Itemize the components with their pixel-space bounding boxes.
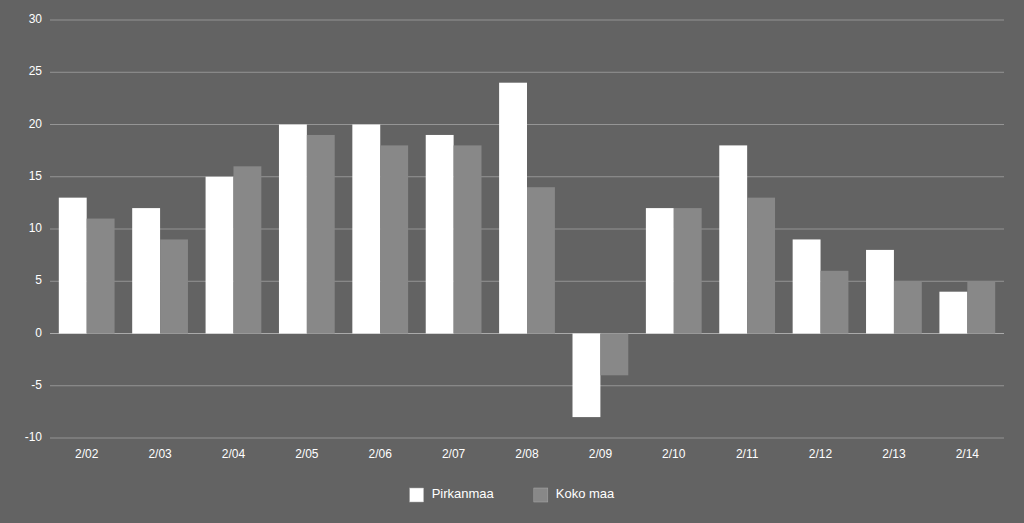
x-tick-label: 2/11 xyxy=(736,447,759,461)
bar xyxy=(454,145,482,333)
y-tick-label: 15 xyxy=(29,169,43,183)
x-tick-label: 2/04 xyxy=(222,447,246,461)
y-tick-label: 20 xyxy=(29,117,43,131)
legend-swatch xyxy=(410,488,424,502)
y-tick-label: 5 xyxy=(35,273,42,287)
x-tick-label: 2/07 xyxy=(442,447,466,461)
bar xyxy=(426,135,454,334)
x-tick-label: 2/08 xyxy=(515,447,539,461)
grid-line xyxy=(50,438,1004,439)
bar xyxy=(747,198,775,334)
grid xyxy=(50,20,1004,438)
bar xyxy=(967,281,995,333)
y-tick-label: 10 xyxy=(29,221,43,235)
bar xyxy=(572,334,600,418)
bar xyxy=(279,125,307,334)
legend-label: Koko maa xyxy=(556,486,615,501)
x-tick-label: 2/14 xyxy=(956,447,980,461)
y-tick-label: 30 xyxy=(29,12,43,26)
bar xyxy=(307,135,335,334)
bar xyxy=(719,145,747,333)
y-tick-label: -10 xyxy=(25,430,43,444)
y-tick-label: -5 xyxy=(31,378,42,392)
bar xyxy=(233,166,261,333)
grid-line xyxy=(50,20,1004,21)
x-tick-label: 2/06 xyxy=(369,447,393,461)
x-tick-label: 2/12 xyxy=(809,447,833,461)
bar xyxy=(132,208,160,333)
bar xyxy=(939,292,967,334)
bar xyxy=(646,208,674,333)
bar xyxy=(352,125,380,334)
x-tick-label: 2/13 xyxy=(882,447,906,461)
bar xyxy=(59,198,87,334)
x-tick-label: 2/09 xyxy=(589,447,613,461)
legend: Pirkanmaa Koko maa xyxy=(410,486,615,502)
bar xyxy=(821,271,849,334)
x-tick-label: 2/02 xyxy=(75,447,99,461)
x-tick-label: 2/03 xyxy=(148,447,172,461)
bar xyxy=(499,83,527,334)
bar xyxy=(527,187,555,333)
x-tick-label: 2/10 xyxy=(662,447,686,461)
bar xyxy=(894,281,922,333)
y-tick-label: 0 xyxy=(35,326,42,340)
bar xyxy=(160,239,188,333)
bar xyxy=(866,250,894,334)
legend-swatch xyxy=(534,488,548,502)
bar xyxy=(380,145,408,333)
grid-line xyxy=(50,385,1004,386)
chart: -10 -5 0 5 10 15 20 25 30 2/02 2/03 2/04 2/05 2/06 2/0… xyxy=(0,0,1024,523)
legend-label: Pirkanmaa xyxy=(432,486,495,501)
bar xyxy=(206,177,234,334)
bar xyxy=(793,239,821,333)
background xyxy=(0,0,1024,523)
grid-line xyxy=(50,72,1004,73)
x-tick-label: 2/05 xyxy=(295,447,319,461)
bar xyxy=(600,334,628,376)
y-tick-label: 25 xyxy=(29,64,43,78)
bar xyxy=(87,219,115,334)
bar xyxy=(674,208,702,333)
bars xyxy=(59,83,995,417)
